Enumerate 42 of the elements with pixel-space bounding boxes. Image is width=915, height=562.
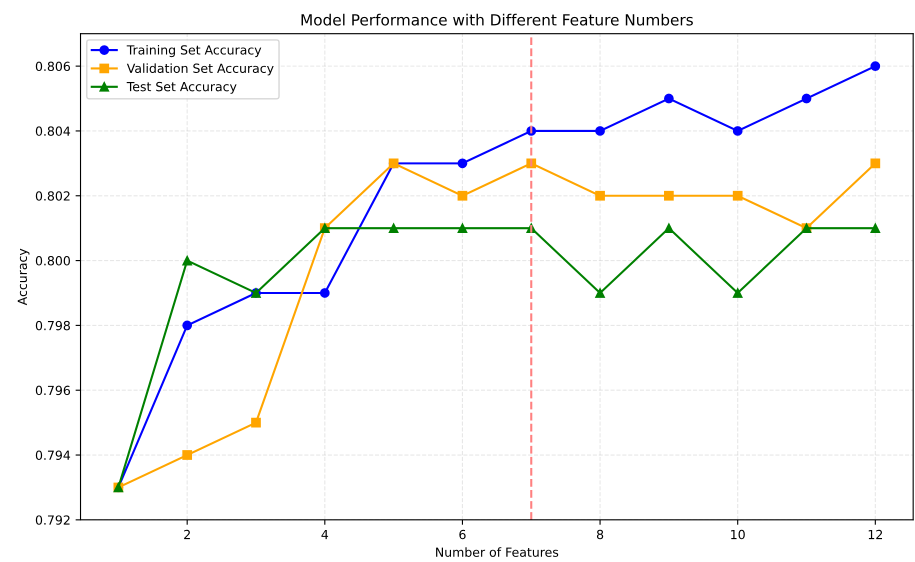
point (595, 126, 605, 136)
y-tick-label: 0.796 (36, 386, 70, 396)
x-tick-label: 2 (184, 530, 190, 540)
y-tick-label: 0.798 (36, 320, 70, 330)
point (595, 190, 605, 201)
x-tick-label: 12 (868, 530, 882, 540)
point (595, 288, 605, 298)
point (802, 94, 812, 104)
y-tick-label: 0.794 (36, 450, 70, 460)
point (664, 223, 674, 234)
y-tick-label: 0.800 (36, 256, 70, 266)
point (182, 256, 192, 266)
point (664, 94, 674, 104)
point (732, 190, 743, 201)
point (870, 158, 880, 168)
legend-label: Training Set Accuracy (126, 44, 262, 58)
point (664, 190, 674, 201)
point (458, 223, 468, 234)
point (732, 288, 743, 298)
point (732, 126, 743, 136)
y-tick-label: 0.792 (36, 515, 70, 525)
point (251, 418, 261, 428)
y-axis-title: Accuracy (18, 248, 30, 306)
y-tick-label: 0.804 (36, 126, 70, 136)
x-axis-title: Number of Features (436, 547, 558, 557)
point (388, 223, 398, 234)
point (320, 288, 330, 298)
point (182, 320, 192, 330)
point (458, 158, 468, 168)
point (182, 450, 192, 460)
x-tick-label: 8 (596, 530, 604, 540)
chart-title: Model Performance with Different Feature Numbers (302, 14, 693, 26)
y-tick-label: 0.806 (36, 62, 70, 72)
y-tick-label: 0.802 (36, 191, 70, 201)
x-tick-label: 10 (731, 530, 745, 540)
x-tick-label: 4 (321, 530, 328, 540)
x-tick-label: 6 (459, 530, 466, 540)
legend-label: Test Set Accuracy (126, 82, 237, 94)
point (870, 61, 880, 71)
legend-label: Validation Set Accuracy (126, 63, 274, 76)
point (458, 190, 468, 201)
point (870, 223, 880, 234)
